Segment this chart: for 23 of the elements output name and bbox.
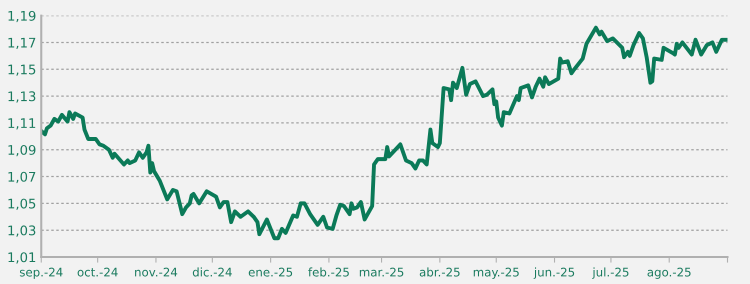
x-tick-label: oct.-24: [78, 268, 118, 277]
x-tick-label: may.-25: [474, 268, 519, 279]
x-tick-label: nov.-24: [135, 268, 178, 277]
x-tick-label: ago.-25: [648, 268, 691, 279]
y-tick-label: 1,19: [8, 10, 36, 22]
line-series: [41, 26, 728, 240]
x-tick-label: sep.-24: [20, 268, 63, 279]
x-tick-label: dic.-24: [192, 267, 232, 277]
y-tick-label: 1,07: [8, 172, 36, 184]
y-tick-label: 1,05: [8, 198, 36, 210]
x-tick-label: jun.-25: [534, 267, 574, 279]
x-tick-label: ene.-25: [248, 268, 292, 277]
y-tick-label: 1,15: [8, 64, 36, 76]
y-tick-label: 1,13: [8, 91, 36, 103]
x-tick-label: feb.-25: [308, 267, 349, 277]
y-tick-label: 1,11: [8, 118, 36, 130]
x-tick-label: mar.-25: [360, 268, 404, 277]
x-tick-label: jul.-25: [592, 267, 628, 279]
x-tick-label: abr.-25: [420, 267, 460, 277]
y-tick-label: 1,17: [8, 38, 36, 49]
y-tick-label: 1,03: [8, 225, 36, 237]
y-tick-label: 1,09: [8, 144, 36, 156]
y-tick-label: 1,01: [8, 252, 36, 264]
